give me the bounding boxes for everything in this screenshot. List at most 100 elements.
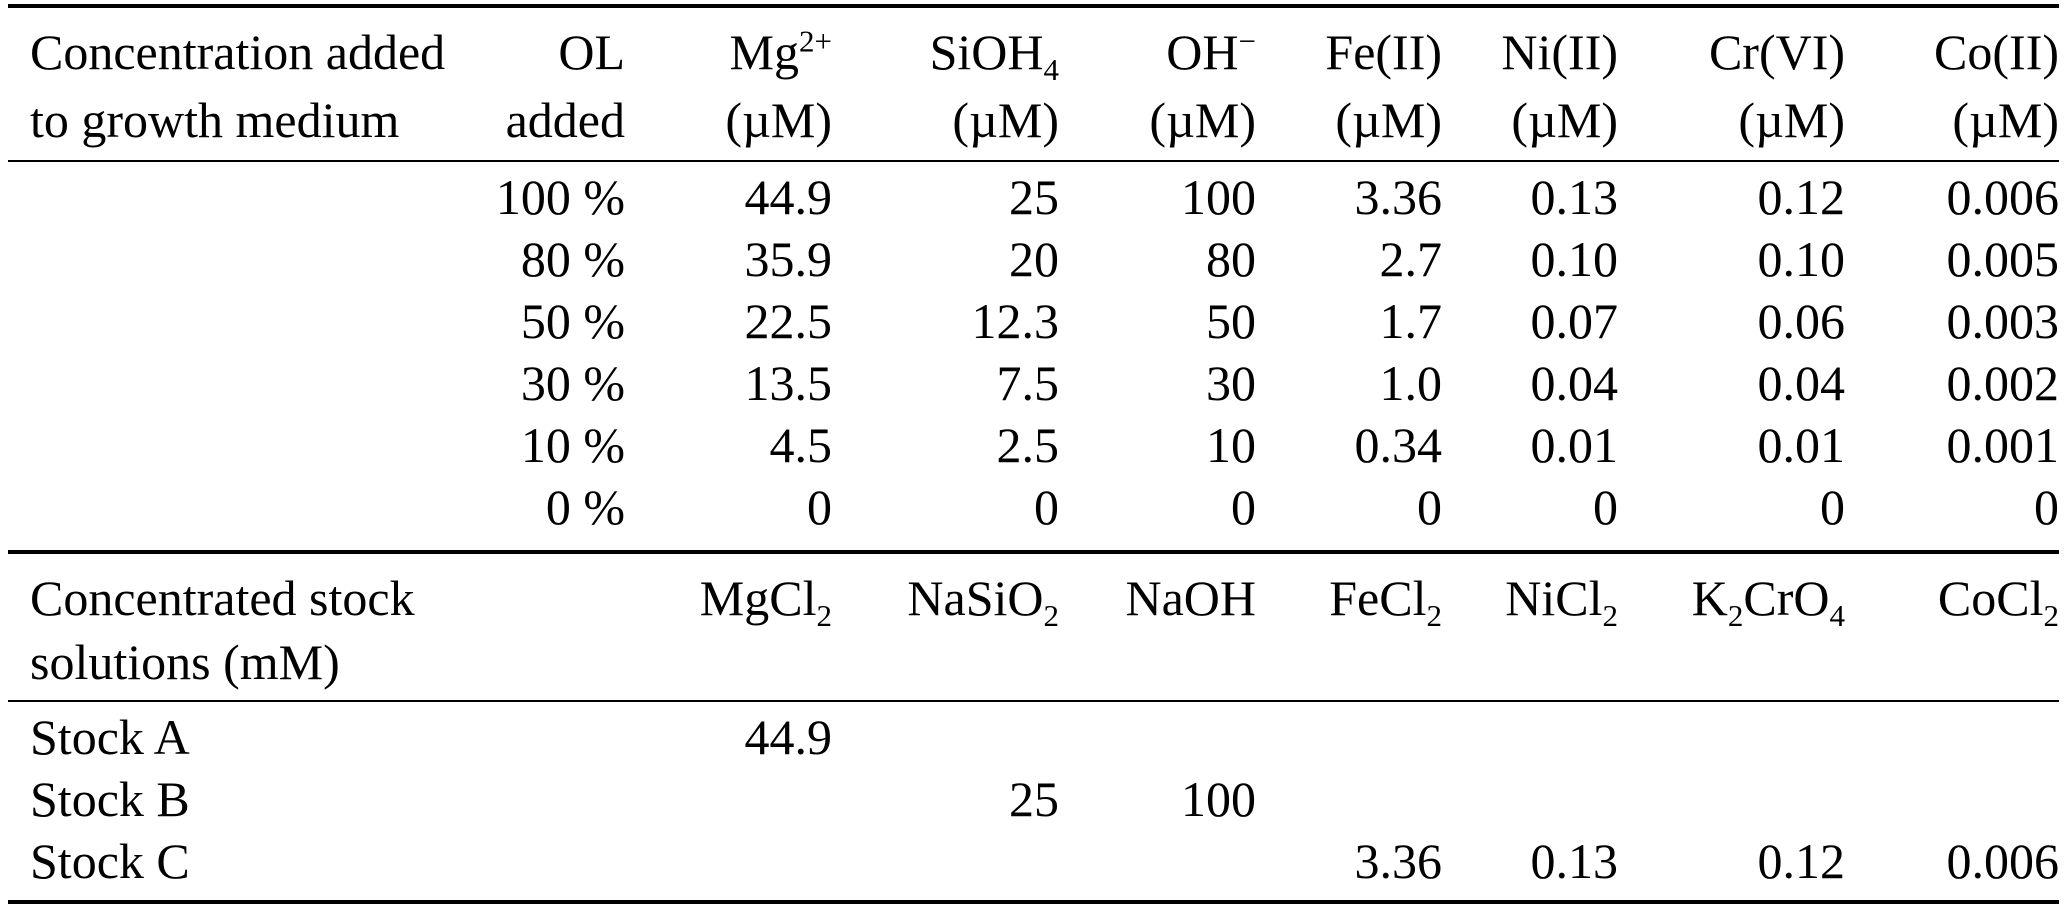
value-cell: 44.9: [744, 169, 833, 225]
header-co: Co(II) (µM): [1845, 6, 2059, 161]
subscript: 2: [816, 598, 833, 633]
value-cell: 0.10: [1757, 231, 1846, 287]
value-cell: [1256, 701, 1442, 768]
value-cell: 2.5: [996, 417, 1060, 473]
stock-rows-section: Stock A 44.9 Stock B 25 100 Stock C: [8, 701, 2059, 902]
header-row: Concentration added to growth medium OL …: [8, 6, 2059, 161]
subscript: 2: [1043, 598, 1060, 633]
value-cell: [832, 701, 1059, 768]
formula-fecl2: FeCl2: [1329, 570, 1443, 633]
subscript: 4: [1829, 598, 1846, 633]
value-cell: 0.13: [1530, 833, 1619, 889]
value-cell: 20: [1009, 231, 1059, 287]
empty-cell: [8, 228, 358, 290]
value-cell: 0.04: [1530, 355, 1619, 411]
value-cell: 0.06: [1757, 293, 1846, 349]
formula: Cr(VI): [1708, 24, 1845, 80]
unit-label: (µM): [1952, 92, 2059, 148]
value-cell: 0.003: [1946, 293, 2060, 349]
empty-cell: [358, 768, 625, 830]
formula: Ni(II): [1501, 24, 1618, 80]
value-cell: 0.12: [1757, 833, 1846, 889]
value-cell: 0: [1417, 479, 1442, 535]
empty-cell: [358, 830, 625, 902]
stock-row-a: Stock A 44.9: [8, 701, 2059, 768]
ol-percent-cell: 0 %: [545, 479, 625, 535]
value-cell: 50: [1206, 293, 1256, 349]
ol-percent-cell: 30 %: [520, 355, 625, 411]
ol-percent-cell: 80 %: [520, 231, 625, 287]
header-ol-added: OL added: [358, 6, 625, 161]
stock-label-cell: Stock A: [30, 709, 190, 765]
value-cell: [625, 830, 832, 902]
value-cell: 100: [1181, 771, 1256, 827]
dilution-rows-section: 100 % 44.9 25 100 3.36 0.13 0.12 0.006 8…: [8, 161, 2059, 552]
empty-cell: [8, 161, 358, 228]
value-cell: [1618, 701, 1845, 768]
header-cr: Cr(VI) (µM): [1618, 6, 1845, 161]
subscript: 2: [1426, 598, 1443, 633]
stock-solutions-header-section: Concentrated stock solutions (mM) MgCl2 …: [8, 552, 2059, 701]
value-cell: 0.10: [1530, 231, 1619, 287]
header-oh: OH− (µM): [1059, 6, 1256, 161]
header-ni: Ni(II) (µM): [1442, 6, 1618, 161]
formula-nicl2: NiCl2: [1505, 570, 1618, 633]
dilution-row-30: 30 % 13.5 7.5 30 1.0 0.04 0.04 0.002: [8, 352, 2059, 414]
table-header: Concentration added to growth medium OL …: [8, 6, 2059, 161]
formula: Co(II): [1934, 24, 2059, 80]
empty-cell: [8, 414, 358, 476]
value-cell: [625, 768, 832, 830]
empty-cell: [8, 476, 358, 552]
value-cell: 1.0: [1379, 355, 1443, 411]
unit-label: (µM): [1335, 92, 1442, 148]
dilution-row-80: 80 % 35.9 20 80 2.7 0.10 0.10 0.005: [8, 228, 2059, 290]
unit-label: (µM): [725, 92, 832, 148]
value-cell: 0.07: [1530, 293, 1619, 349]
value-cell: [832, 830, 1059, 902]
formula-mgcl2: MgCl2: [699, 570, 833, 633]
ol-percent-cell: 100 %: [495, 169, 625, 225]
value-cell: 44.9: [744, 709, 833, 765]
value-cell: 35.9: [744, 231, 833, 287]
header-sioh4: SiOH4 (µM): [832, 6, 1059, 161]
value-cell: 0.01: [1757, 417, 1846, 473]
value-cell: 10: [1206, 417, 1256, 473]
value-cell: 0.006: [1946, 833, 2060, 889]
value-cell: 22.5: [744, 293, 833, 349]
value-cell: 25: [1009, 169, 1059, 225]
ol-percent-cell: 50 %: [520, 293, 625, 349]
value-cell: 13.5: [744, 355, 833, 411]
header-line: Concentration added: [30, 24, 446, 80]
formula: Fe(II): [1325, 24, 1442, 80]
superscript: 2+: [799, 23, 832, 59]
dilution-row-100: 100 % 44.9 25 100 3.36 0.13 0.12 0.006: [8, 161, 2059, 228]
value-cell: 0: [1820, 479, 1845, 535]
value-cell: 0.13: [1530, 169, 1619, 225]
stock-header-row: Concentrated stock solutions (mM) MgCl2 …: [8, 552, 2059, 701]
header-line: OL: [558, 24, 625, 80]
empty-cell: [358, 701, 625, 768]
stock-solutions-title: Concentrated stock solutions (mM): [8, 552, 415, 701]
value-cell: [1059, 830, 1256, 902]
superscript: −: [1238, 23, 1256, 59]
unit-label: (µM): [1738, 92, 1845, 148]
dilution-row-10: 10 % 4.5 2.5 10 0.34 0.01 0.01 0.001: [8, 414, 2059, 476]
formula-cocl2: CoCl2: [1937, 570, 2059, 633]
dilution-row-0: 0 % 0 0 0 0 0 0 0: [8, 476, 2059, 552]
value-cell: [1442, 701, 1618, 768]
header-line: solutions (mM): [30, 634, 340, 690]
value-cell: [1442, 768, 1618, 830]
value-cell: 0.12: [1757, 169, 1846, 225]
value-cell: 25: [1009, 771, 1059, 827]
header-line: added: [505, 92, 625, 148]
stock-row-c: Stock C 3.36 0.13 0.12 0.006: [8, 830, 2059, 902]
value-cell: 0: [2034, 479, 2059, 535]
formula: SiOH4: [929, 24, 1059, 87]
unit-label: (µM): [1511, 92, 1618, 148]
value-cell: 3.36: [1354, 833, 1443, 889]
value-cell: 0: [807, 479, 832, 535]
stock-label-cell: Stock C: [30, 833, 190, 889]
value-cell: 0.04: [1757, 355, 1846, 411]
value-cell: 80: [1206, 231, 1256, 287]
value-cell: 4.5: [769, 417, 833, 473]
